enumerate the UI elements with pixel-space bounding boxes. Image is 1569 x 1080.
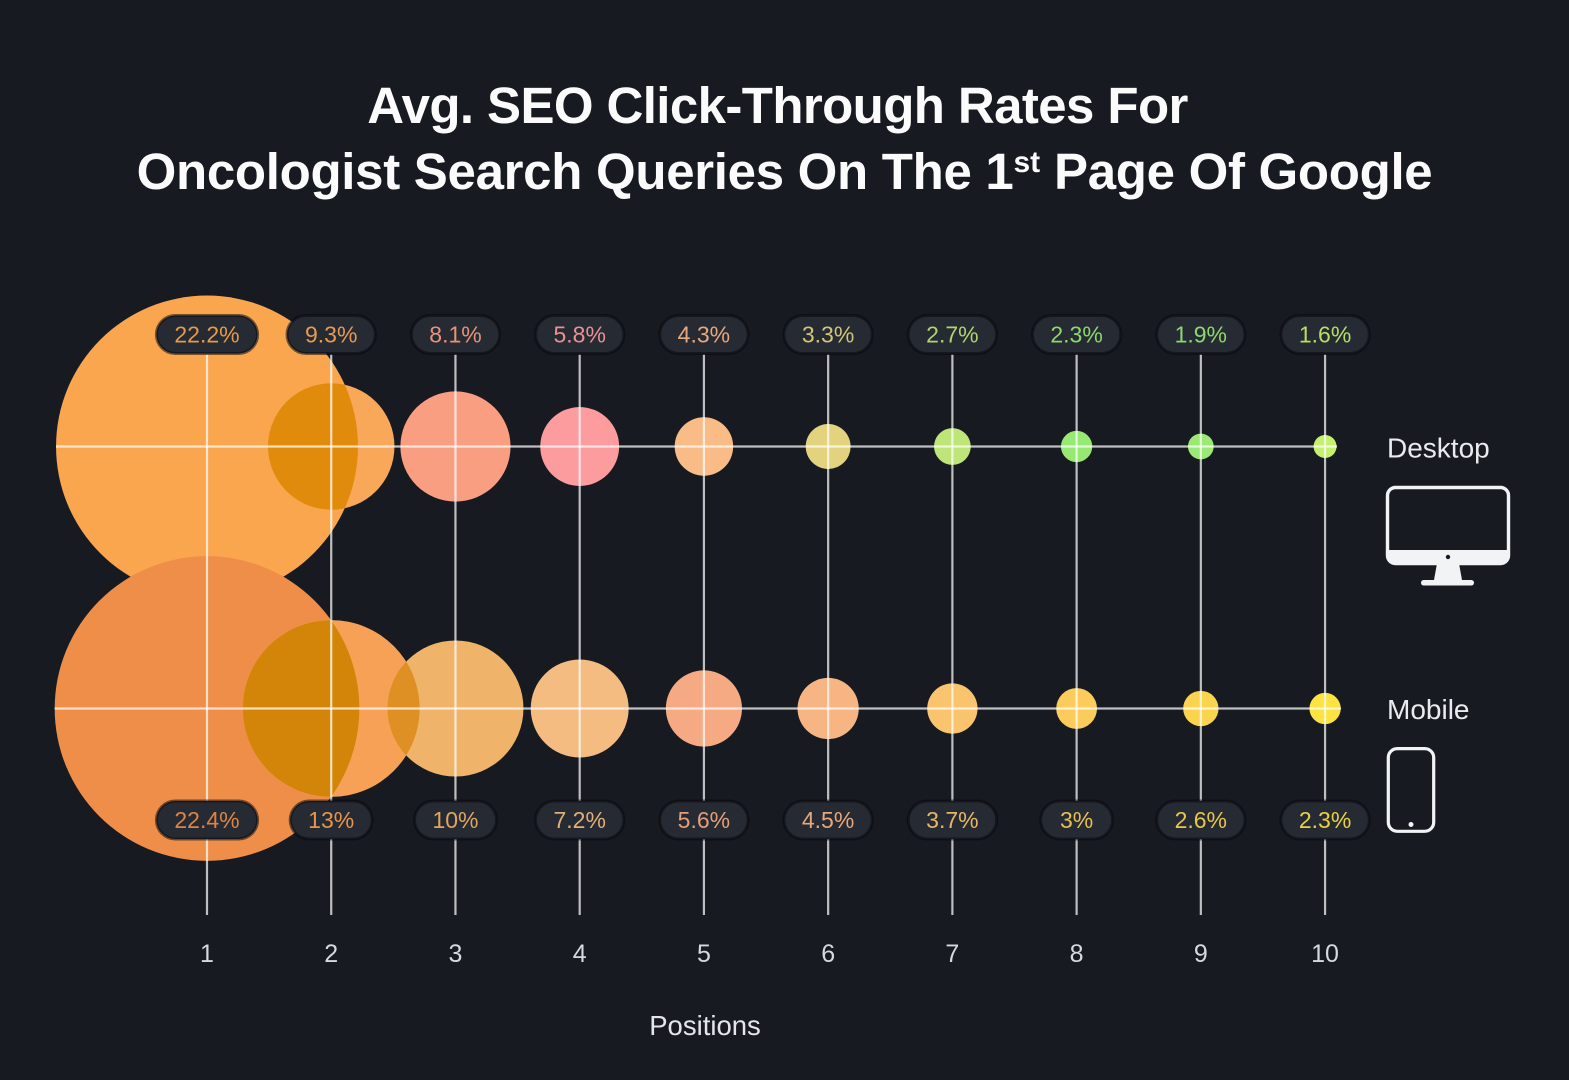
svg-text:8: 8 (1070, 940, 1084, 968)
svg-text:4: 4 (573, 940, 587, 968)
svg-text:22.2%: 22.2% (174, 322, 239, 348)
svg-text:10%: 10% (432, 807, 478, 833)
svg-text:9.3%: 9.3% (305, 322, 357, 348)
svg-text:3.7%: 3.7% (926, 807, 978, 833)
svg-text:2: 2 (324, 940, 338, 968)
svg-text:13%: 13% (308, 807, 354, 833)
svg-text:3.3%: 3.3% (802, 322, 854, 348)
svg-text:4.5%: 4.5% (802, 807, 854, 833)
svg-text:1: 1 (200, 940, 214, 968)
svg-text:2.3%: 2.3% (1050, 322, 1102, 348)
svg-text:2.6%: 2.6% (1175, 807, 1227, 833)
svg-text:1.6%: 1.6% (1299, 322, 1351, 348)
svg-text:5.6%: 5.6% (678, 807, 730, 833)
svg-text:Mobile: Mobile (1387, 694, 1469, 725)
svg-text:2.7%: 2.7% (926, 322, 978, 348)
svg-text:5.8%: 5.8% (553, 322, 605, 348)
svg-text:Desktop: Desktop (1387, 433, 1490, 464)
svg-text:8.1%: 8.1% (429, 322, 481, 348)
svg-text:9: 9 (1194, 940, 1208, 968)
svg-text:7: 7 (945, 940, 959, 968)
svg-text:3: 3 (449, 940, 463, 968)
svg-text:7.2%: 7.2% (553, 807, 605, 833)
svg-text:10: 10 (1311, 940, 1339, 968)
svg-text:2.3%: 2.3% (1299, 807, 1351, 833)
svg-text:Positions: Positions (649, 1010, 761, 1041)
svg-text:1.9%: 1.9% (1175, 322, 1227, 348)
svg-text:5: 5 (697, 940, 711, 968)
svg-text:3%: 3% (1060, 807, 1093, 833)
svg-text:6: 6 (821, 940, 835, 968)
svg-text:22.4%: 22.4% (174, 807, 239, 833)
svg-text:4.3%: 4.3% (678, 322, 730, 348)
